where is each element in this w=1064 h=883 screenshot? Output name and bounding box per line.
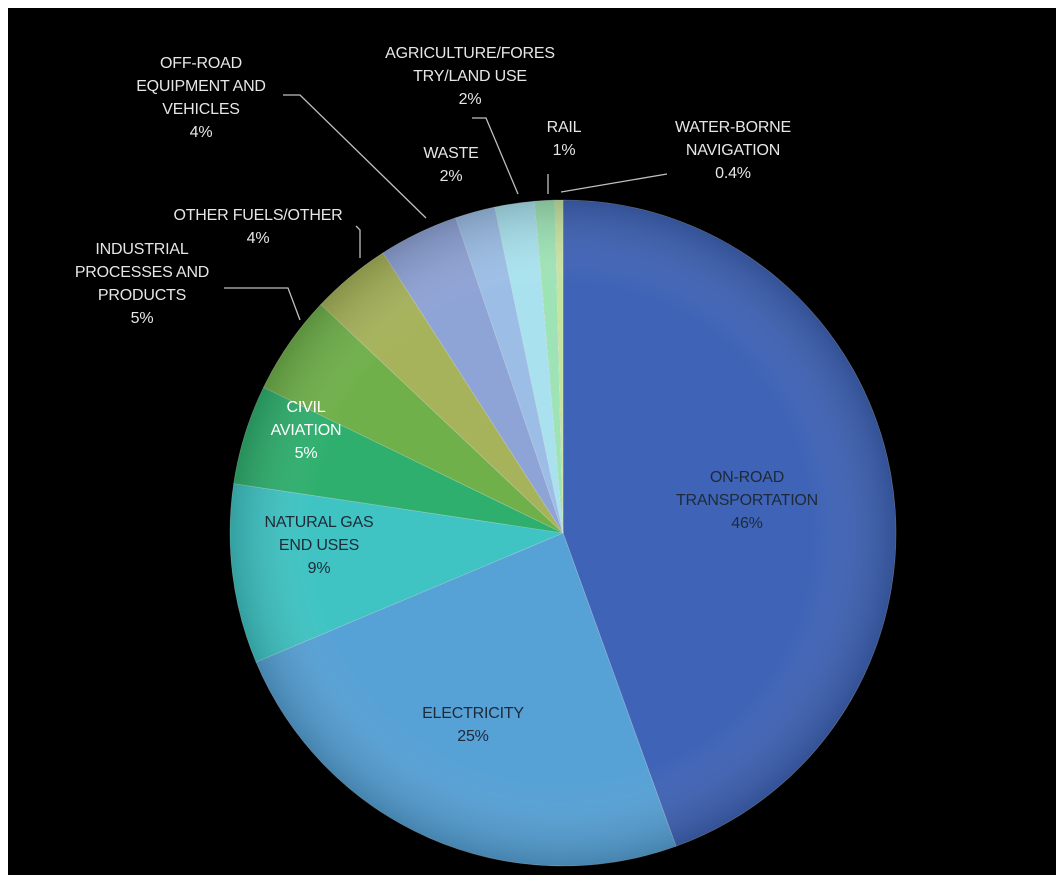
slice-name-line: EQUIPMENT AND: [136, 78, 266, 95]
slice-name-line: WASTE: [423, 145, 478, 162]
slice-label-other-fuels-other: OTHER FUELS/OTHER 4%: [173, 207, 342, 247]
leader-line-industrial-processes-and-products: [224, 288, 300, 320]
slice-name-line: VEHICLES: [162, 101, 240, 118]
leader-line-off-road-equipment-and-vehicles: [283, 95, 426, 218]
slice-value-label: 0.4%: [715, 165, 751, 182]
slice-value-label: 4%: [190, 124, 213, 141]
slice-label-off-road-equipment-and-vehicles: OFF-ROAD EQUIPMENT AND VEHICLES 4%: [136, 55, 266, 141]
leader-line-water-borne-navigation: [561, 174, 667, 192]
slice-value-label: 1%: [553, 142, 576, 159]
slice-name-line: INDUSTRIAL: [95, 241, 188, 258]
slice-name-line: TRANSPORTATION: [676, 492, 818, 509]
slice-name-line: NAVIGATION: [686, 142, 780, 159]
leader-line-other-fuels-other: [356, 226, 360, 258]
slice-name-line: CIVIL: [286, 399, 325, 416]
slice-label-industrial-processes-and-products: INDUSTRIAL PROCESSES AND PRODUCTS 5%: [75, 241, 209, 327]
slice-value-label: 46%: [731, 515, 762, 532]
slice-name-line: OFF-ROAD: [160, 55, 242, 72]
slice-value-label: 2%: [459, 91, 482, 108]
slice-name-line: PROCESSES AND: [75, 264, 209, 281]
chart-frame: ON-ROAD TRANSPORTATION 46% ELECTRICITY 25% NA…: [8, 8, 1056, 875]
slice-name-line: RAIL: [547, 119, 582, 136]
slice-name-line: NATURAL GAS: [265, 514, 374, 531]
slice-name-line: OTHER FUELS/OTHER: [173, 207, 342, 224]
pie-slices: [230, 200, 896, 866]
slice-name-line: AVIATION: [271, 422, 342, 439]
slice-name-line: END USES: [279, 537, 359, 554]
slice-value-label: 5%: [131, 310, 154, 327]
slice-name-line: AGRICULTURE/FORES: [385, 45, 555, 62]
slice-name-line: ELECTRICITY: [422, 705, 524, 722]
slice-value-label: 9%: [308, 560, 331, 577]
slice-value-label: 2%: [440, 168, 463, 185]
slice-label-agriculture-forestry-land-use: AGRICULTURE/FORES TRY/LAND USE 2%: [385, 45, 555, 108]
slice-name-line: PRODUCTS: [98, 287, 186, 304]
slice-value-label: 25%: [457, 728, 488, 745]
slice-value-label: 4%: [247, 230, 270, 247]
slice-value-label: 5%: [295, 445, 318, 462]
pie-chart: ON-ROAD TRANSPORTATION 46% ELECTRICITY 25% NA…: [8, 8, 1056, 875]
slice-name-line: ON-ROAD: [710, 469, 784, 486]
slice-name-line: WATER-BORNE: [675, 119, 791, 136]
slice-label-rail: RAIL 1%: [547, 119, 582, 159]
leader-line-agriculture-forestry-land-use: [472, 118, 518, 194]
slice-label-waste: WASTE 2%: [423, 145, 478, 185]
slice-label-water-borne-navigation: WATER-BORNE NAVIGATION 0.4%: [675, 119, 791, 182]
slice-name-line: TRY/LAND USE: [413, 68, 527, 85]
